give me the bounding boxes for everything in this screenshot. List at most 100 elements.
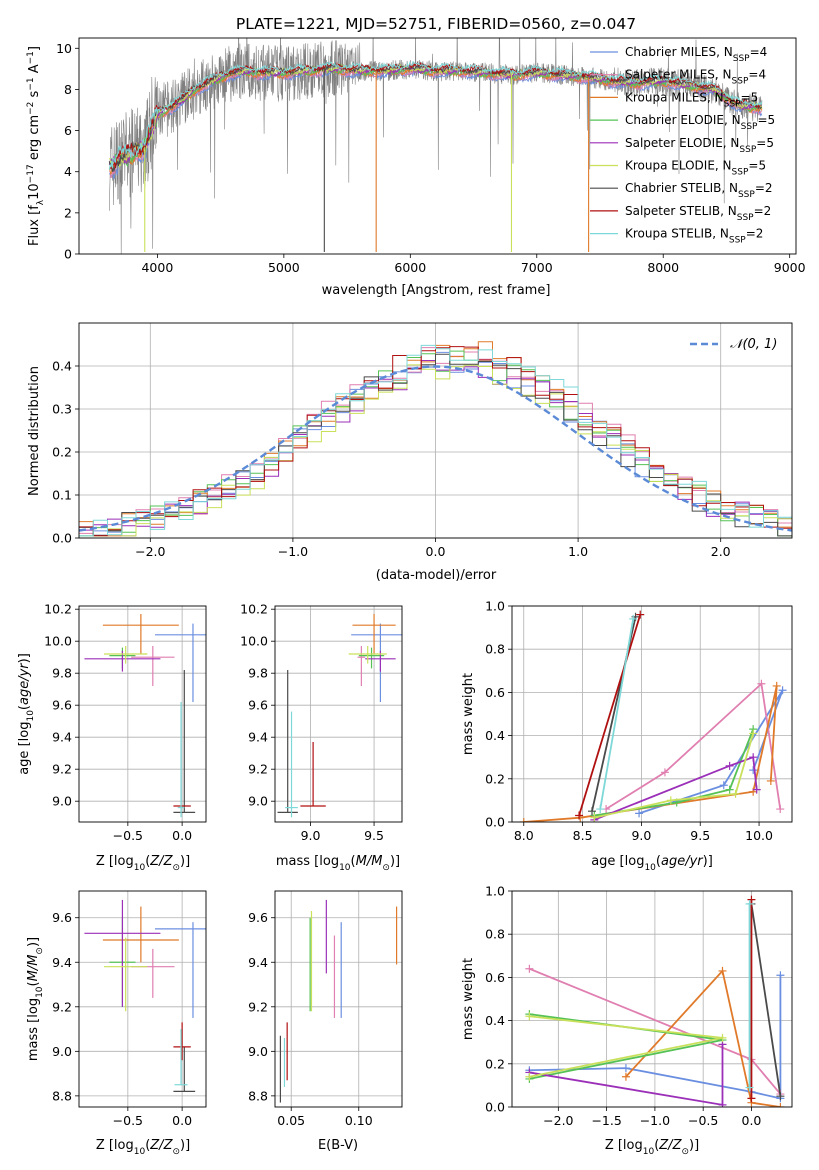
label-part: SSP	[729, 236, 746, 246]
label-part: ]	[27, 46, 42, 51]
tick-label-x: 6000	[394, 260, 426, 275]
plot-area	[279, 899, 398, 1103]
weight-marker	[749, 729, 758, 738]
legend-label: Chabrier ELODIE, NSSP=5	[625, 113, 775, 132]
ylabel-age-vs-Z: age [log10(age/yr)]	[17, 653, 36, 775]
label-part: Chabrier MILES, N	[625, 45, 733, 59]
weight-marker	[718, 966, 727, 975]
label-part: ⊙	[172, 863, 180, 873]
tick-label-y: 0.0	[485, 1100, 505, 1115]
weight-marker	[576, 813, 585, 822]
label-part: (	[654, 1138, 659, 1153]
weight-line	[599, 618, 635, 810]
label-part: Kroupa ELODIE, N	[625, 159, 732, 173]
tick-label-x: −1.0	[278, 544, 308, 559]
legend-label: Chabrier STELIB, NSSP=2	[625, 181, 773, 200]
tick-label-x: 10.0	[745, 828, 773, 843]
label-part: Z/Z	[658, 1138, 682, 1153]
plot-area	[519, 610, 787, 822]
ylabel-weight-vs-age: mass weight	[461, 673, 476, 755]
xlabel-spectrum: wavelength [Angstrom, rest frame]	[322, 283, 551, 298]
ylabel-mass-vs-Z: mass [log10(M/M⊙)]	[26, 937, 45, 1061]
tick-label-y: 9.6	[52, 910, 72, 925]
ylabel-weight-vs-Z: mass weight	[461, 958, 476, 1040]
tick-label-x: −0.5	[113, 828, 143, 843]
label-part: ⊙	[382, 863, 390, 873]
histogram-series	[79, 344, 792, 537]
tick-label-y: 0.0	[485, 815, 505, 830]
weight-marker	[719, 781, 728, 790]
label-part: M/M	[26, 955, 41, 982]
axes-frame	[78, 890, 207, 1108]
label-part: A	[27, 64, 42, 77]
tick-label-y: 0	[64, 247, 72, 262]
label-part: Salpeter ELODIE, N	[625, 136, 739, 150]
tick-label-x: −2.0	[543, 1113, 573, 1128]
label-part: )]	[26, 937, 41, 947]
weight-marker	[747, 1094, 756, 1103]
axes-frame	[511, 890, 793, 1108]
weight-marker	[745, 1083, 754, 1092]
weight-marker	[745, 899, 754, 908]
label-part: 10	[35, 986, 45, 998]
tick-label-y: 10.0	[44, 634, 72, 649]
tick-label-y: 9.2	[52, 999, 72, 1014]
label-part: SSP	[738, 190, 755, 200]
label-part: SSP	[737, 213, 754, 223]
tick-label-y: 9.0	[248, 794, 268, 809]
label-part: Z/Z	[149, 1138, 173, 1153]
axes-frame	[511, 605, 793, 823]
axes-mass_vs_Z: −0.5 0.0 8.8 9.0 9.2 9.4 9.6	[52, 890, 207, 1128]
tick-label-y: 9.2	[248, 762, 268, 777]
tick-label-y: 8.8	[248, 1088, 268, 1103]
ylabel-spectrum: Flux [fλ10−17 erg cm−2 s−1 A−1]	[26, 46, 46, 246]
label-part: (	[17, 705, 32, 710]
weight-marker	[575, 811, 584, 820]
tick-label-y: 0.8	[485, 642, 505, 657]
weight-marker	[766, 776, 775, 785]
tick-label-y: 9.4	[248, 955, 268, 970]
tick-label-y: 10.0	[240, 634, 268, 649]
axes-frame	[78, 605, 207, 823]
weight-marker	[621, 1072, 630, 1081]
figure-title: PLATE=1221, MJD=52751, FIBERID=0560, z=0…	[236, 15, 636, 33]
label-part: 10	[134, 863, 146, 873]
axes-weight_vs_age: 8.0 8.5 9.0 9.5 10.0 0.0 0.2 0.4 0.6 0.8 1.0	[485, 599, 793, 843]
tick-label-y: 0.6	[485, 970, 505, 985]
tick-label-x: 2.0	[711, 544, 731, 559]
weight-marker	[590, 813, 599, 822]
axes-weight_vs_Z: −2.0 −1.5 −1.0 −0.5 0.0 0.0 0.2 0.4 0.6 0.8 1.0	[485, 884, 793, 1128]
weight-marker	[621, 1064, 630, 1073]
tick-label-y: 8	[64, 82, 72, 97]
weight-marker	[519, 818, 528, 822]
label-part: −1	[26, 77, 36, 90]
weight-marker	[776, 805, 785, 814]
tick-label-x: −0.5	[688, 1113, 718, 1128]
label-part: 10	[339, 863, 351, 873]
label-part: M/M	[356, 854, 383, 869]
label-part: =4	[748, 68, 766, 82]
label-part: mass [log	[276, 854, 339, 869]
label-part: −17	[26, 164, 36, 183]
tick-label-y: 0.4	[52, 359, 72, 374]
histogram-series	[79, 353, 792, 537]
tick-label-x: −1.0	[640, 1113, 670, 1128]
xlabel-age-vs-Z: Z [log10(Z/Z⊙)]	[96, 854, 190, 873]
label-part: =5	[756, 136, 774, 150]
label-part: Chabrier ELODIE, N	[625, 113, 741, 127]
weight-marker	[776, 1092, 785, 1101]
label-part: SSP	[733, 54, 750, 64]
tick-label-y: 0.2	[52, 445, 72, 460]
weight-marker	[725, 785, 734, 794]
tick-label-y: 9.0	[52, 1044, 72, 1059]
label-part: )]	[689, 1138, 699, 1153]
tick-label-y: 0.0	[52, 531, 72, 546]
tick-label-x: −2.0	[135, 544, 165, 559]
label-part: 10	[27, 183, 42, 200]
axes-frame	[274, 605, 403, 823]
label-part: Salpeter MILES, N	[625, 68, 732, 82]
tick-label-y: 9.6	[248, 910, 268, 925]
weight-marker	[718, 1100, 727, 1107]
tick-label-x: 7000	[521, 260, 553, 275]
